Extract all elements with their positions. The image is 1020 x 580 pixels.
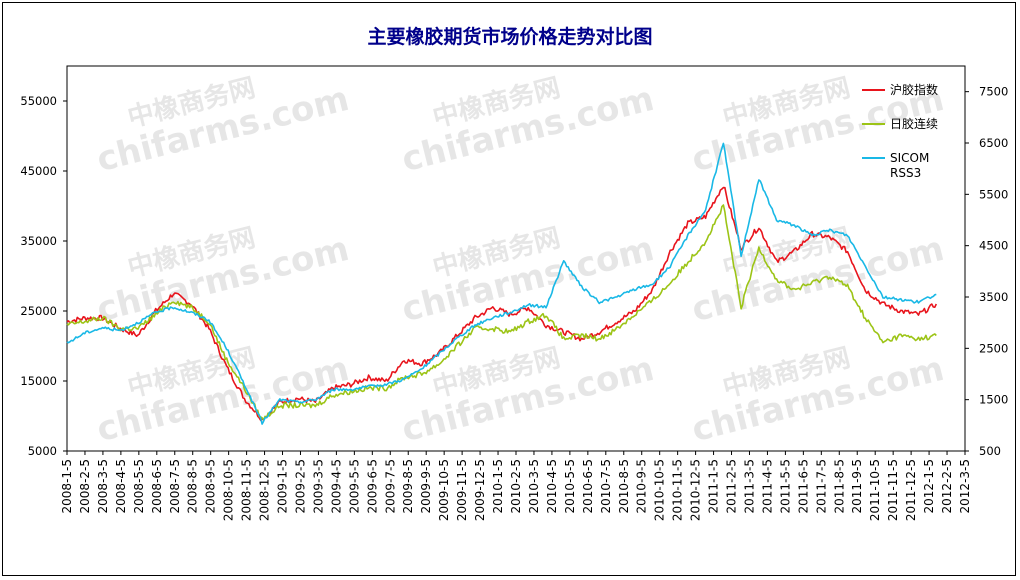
x-tick-label: 2011-6-5 [796, 459, 810, 513]
x-tick-label: 2009-1-5 [276, 459, 290, 513]
right-tick-label: 6500 [979, 136, 1008, 150]
x-tick-label: 2012-3-5 [958, 459, 972, 513]
x-tick-label: 2008-4-5 [114, 459, 128, 513]
x-tick-label: 2011-5-5 [778, 459, 792, 513]
x-tick-label: 2009-2-5 [293, 459, 307, 513]
x-tick-label: 2010-4-5 [545, 459, 559, 513]
x-tick-label: 2010-3-5 [527, 459, 541, 513]
left-tick-label: 35000 [20, 234, 57, 248]
x-tick-label: 2008-9-5 [204, 459, 218, 513]
series-line-2 [66, 204, 937, 421]
x-tick-label: 2011-12-5 [904, 459, 918, 521]
x-tick-label: 2011-3-5 [742, 459, 756, 513]
x-tick-label: 2009-11-5 [455, 459, 469, 521]
x-tick-label: 2009-9-5 [419, 459, 433, 513]
series-layer [66, 142, 938, 425]
left-tick-label: 25000 [20, 304, 57, 318]
x-tick-label: 2009-8-5 [401, 459, 415, 513]
right-tick-label: 4500 [979, 239, 1008, 253]
right-tick-label: 1500 [979, 393, 1008, 407]
x-tick-label: 2012-1-5 [922, 459, 936, 513]
legend-label: SICOM [890, 151, 929, 165]
x-tick-label: 2009-7-5 [383, 459, 397, 513]
x-tick-label: 2008-1-5 [60, 459, 74, 513]
x-tick-label: 2008-5-5 [132, 459, 146, 513]
x-tick-label: 2011-4-5 [760, 459, 774, 513]
series-line-1 [66, 186, 938, 422]
x-tick-label: 2008-12-5 [258, 459, 272, 521]
right-axis: 500 1500 2500 3500 4500 5500 6500 7500 [965, 85, 1008, 458]
x-tick-label: 2009-4-5 [329, 459, 343, 513]
x-tick-label: 2009-12-5 [473, 459, 487, 521]
series-line-3 [66, 142, 937, 425]
x-tick-label: 2008-10-5 [222, 459, 236, 521]
x-tick-label: 2008-8-5 [186, 459, 200, 513]
legend-label: 日胶连续 [890, 116, 938, 131]
x-tick-label: 2008-6-5 [150, 459, 164, 513]
x-tick-label: 2010-12-5 [689, 459, 703, 521]
x-tick-label: 2010-7-5 [599, 459, 613, 513]
x-tick-label: 2010-2-5 [509, 459, 523, 513]
left-tick-label: 55000 [20, 94, 57, 108]
left-axis: 5000 15000 25000 35000 45000 55000 [20, 94, 67, 458]
x-tick-label: 2009-3-5 [311, 459, 325, 513]
x-tick-label: 2010-10-5 [653, 459, 667, 521]
x-tick-label: 2008-11-5 [240, 459, 254, 521]
x-tick-label: 2009-6-5 [365, 459, 379, 513]
x-tick-label: 2011-10-5 [868, 459, 882, 521]
right-tick-label: 3500 [979, 290, 1008, 304]
x-tick-label: 2009-5-5 [347, 459, 361, 513]
right-tick-label: 500 [979, 444, 1001, 458]
right-tick-label: 7500 [979, 85, 1008, 99]
x-tick-label: 2011-1-5 [707, 459, 721, 513]
left-tick-label: 15000 [20, 374, 57, 388]
x-tick-label: 2010-11-5 [671, 459, 685, 521]
x-tick-label: 2012-2-5 [940, 459, 954, 513]
x-tick-label: 2011-11-5 [886, 459, 900, 521]
legend-label: 沪胶指数 [890, 82, 938, 97]
x-tick-label: 2008-2-5 [78, 459, 92, 513]
x-tick-label: 2010-9-5 [635, 459, 649, 513]
x-tick-label: 2008-3-5 [96, 459, 110, 513]
x-tick-label: 2010-6-5 [581, 459, 595, 513]
x-tick-label: 2008-7-5 [168, 459, 182, 513]
x-axis: 2008-1-5 2008-2-5 2008-3-5 2008-4-5 2008-5-5… [60, 451, 972, 521]
left-tick-label: 5000 [28, 444, 57, 458]
chart-title: 主要橡胶期货市场价格走势对比图 [367, 26, 653, 48]
x-tick-label: 2011-8-5 [832, 459, 846, 513]
x-tick-label: 2010-5-5 [563, 459, 577, 513]
x-tick-label: 2011-7-5 [814, 459, 828, 513]
left-tick-label: 45000 [20, 164, 57, 178]
x-tick-label: 2010-8-5 [617, 459, 631, 513]
right-tick-label: 5500 [979, 187, 1008, 201]
legend-label: RSS3 [890, 166, 921, 180]
x-tick-label: 2009-10-5 [437, 459, 451, 521]
x-tick-label: 2010-1-5 [491, 459, 505, 513]
x-tick-label: 2011-9-5 [850, 459, 864, 513]
x-tick-label: 2011-2-5 [725, 459, 739, 513]
right-tick-label: 2500 [979, 341, 1008, 355]
